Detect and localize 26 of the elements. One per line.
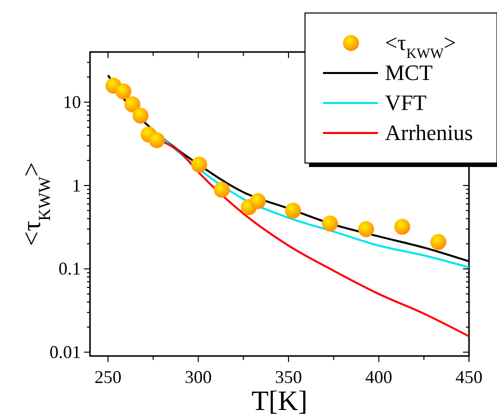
y-tick-label: 10: [63, 92, 81, 112]
x-tick-label: 400: [365, 367, 392, 387]
legend-label: VFT: [385, 90, 428, 115]
point: [430, 234, 446, 250]
x-tick-label: 250: [94, 367, 122, 387]
point: [322, 216, 338, 232]
x-tick-label: 450: [456, 367, 482, 387]
point: [191, 156, 208, 173]
y-tick-label: 0.1: [58, 258, 81, 279]
legend-label: Arrhenius: [385, 120, 473, 145]
point: [214, 182, 230, 198]
x-tick-label: 350: [275, 367, 302, 387]
point: [394, 218, 410, 235]
point: [285, 202, 302, 219]
point: [250, 193, 266, 210]
y-tick-label: 0.01: [50, 342, 81, 362]
point: [148, 132, 165, 148]
legend-label: MCT: [385, 60, 434, 85]
point: [358, 221, 374, 238]
x-axis-title: T[K]: [252, 386, 308, 414]
x-tick-label: 300: [184, 367, 212, 387]
y-tick-label: 1: [72, 175, 81, 196]
legend-label: <τ$_{KWW}$>: [385, 30, 456, 62]
point: [124, 96, 140, 112]
point: [115, 83, 132, 100]
point: [132, 108, 149, 124]
